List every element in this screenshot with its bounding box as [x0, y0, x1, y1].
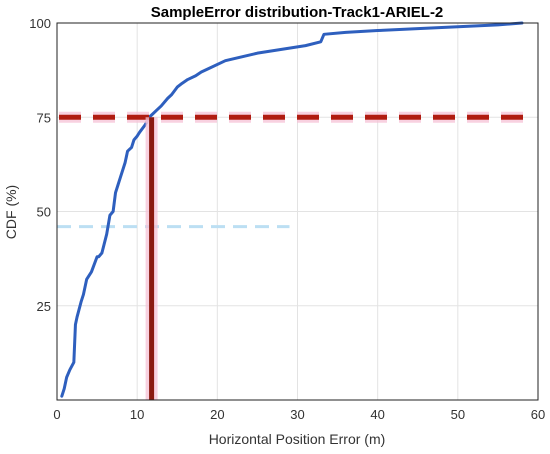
x-tick-label: 50 [451, 407, 465, 422]
tick-labels: 0 10 20 30 40 50 60 25 50 75 100 [29, 16, 545, 422]
y-tick-label: 100 [29, 16, 51, 31]
x-tick-label: 10 [130, 407, 144, 422]
cdf-series-line [60, 21, 524, 398]
x-tick-label: 0 [53, 407, 60, 422]
y-tick-label: 75 [37, 110, 51, 125]
x-tick-label: 20 [210, 407, 224, 422]
x-tick-label: 60 [531, 407, 545, 422]
plot-area-border [56, 22, 539, 401]
reference-lines-over [59, 111, 524, 400]
x-tick-label: 40 [370, 407, 384, 422]
x-axis-label: Horizontal Position Error (m) [209, 431, 386, 447]
y-axis-label: CDF (%) [3, 185, 19, 239]
x-tick-label: 30 [290, 407, 304, 422]
y-tick-label: 50 [37, 205, 51, 220]
y-tick-label: 25 [37, 299, 51, 314]
data-series [60, 21, 524, 398]
chart-title: SampleError distribution-Track1-ARIEL-2 [151, 4, 444, 21]
